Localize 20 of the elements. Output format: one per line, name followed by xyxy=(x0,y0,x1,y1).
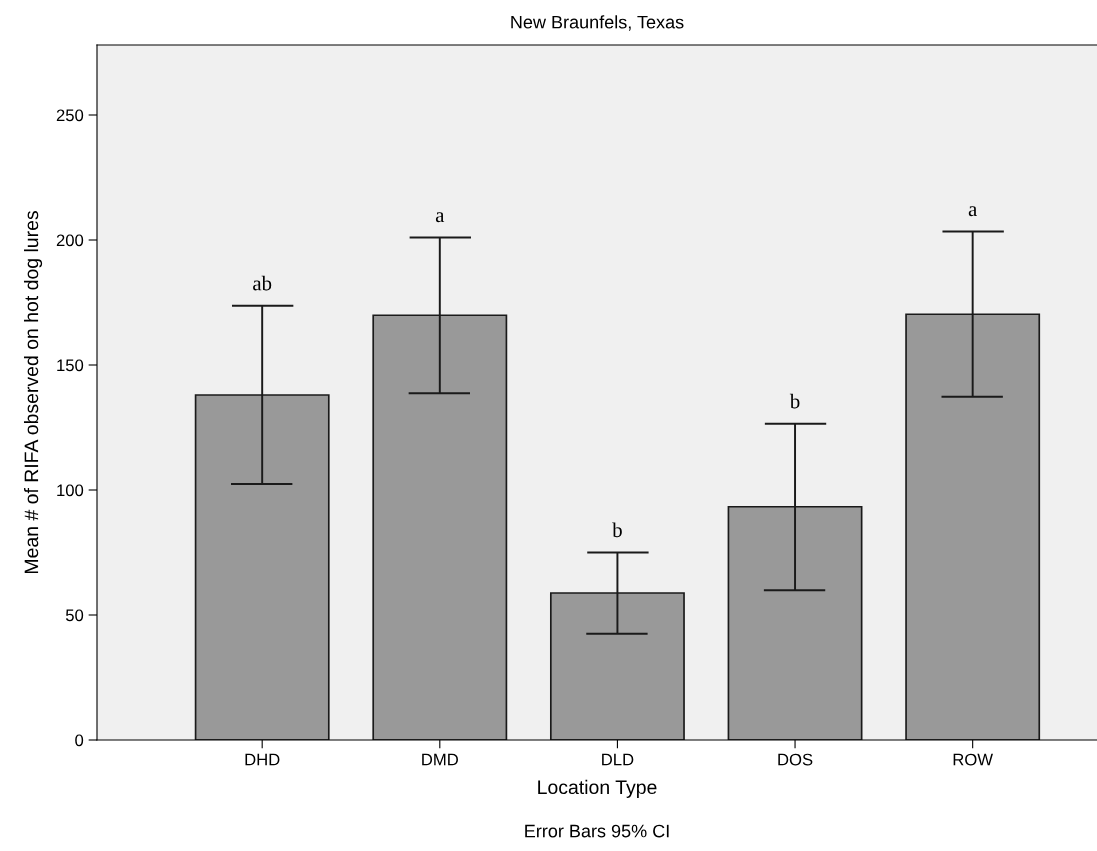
annotation: a xyxy=(968,206,977,217)
text: Error Bars 95% CI xyxy=(525,824,669,838)
y-tick-label: 50 xyxy=(65,609,84,622)
chart-title: New Braunfels, Texas xyxy=(511,15,684,31)
x-tick-label: ROW xyxy=(953,753,993,766)
annotation: a xyxy=(435,212,445,223)
x-tick-label: DHD xyxy=(245,753,280,766)
annotation: ab xyxy=(253,275,272,291)
x-axis-title: Location Type xyxy=(538,779,657,798)
annotation: b xyxy=(612,522,622,538)
x-tick-label: DOS xyxy=(778,753,813,766)
y-tick-label: 250 xyxy=(56,109,84,122)
annotation: b xyxy=(789,393,800,409)
x-tick-label: DLD xyxy=(602,753,634,766)
y-tick-label: 150 xyxy=(57,359,84,372)
x-tick-label: DMD xyxy=(422,753,458,766)
y-tick-label: 0 xyxy=(75,734,84,747)
y-axis-title: Mean # of RIFA observed on hot dog lures xyxy=(23,211,43,574)
y-tick-label: 200 xyxy=(56,234,84,247)
y-tick-label: 100 xyxy=(57,484,84,497)
